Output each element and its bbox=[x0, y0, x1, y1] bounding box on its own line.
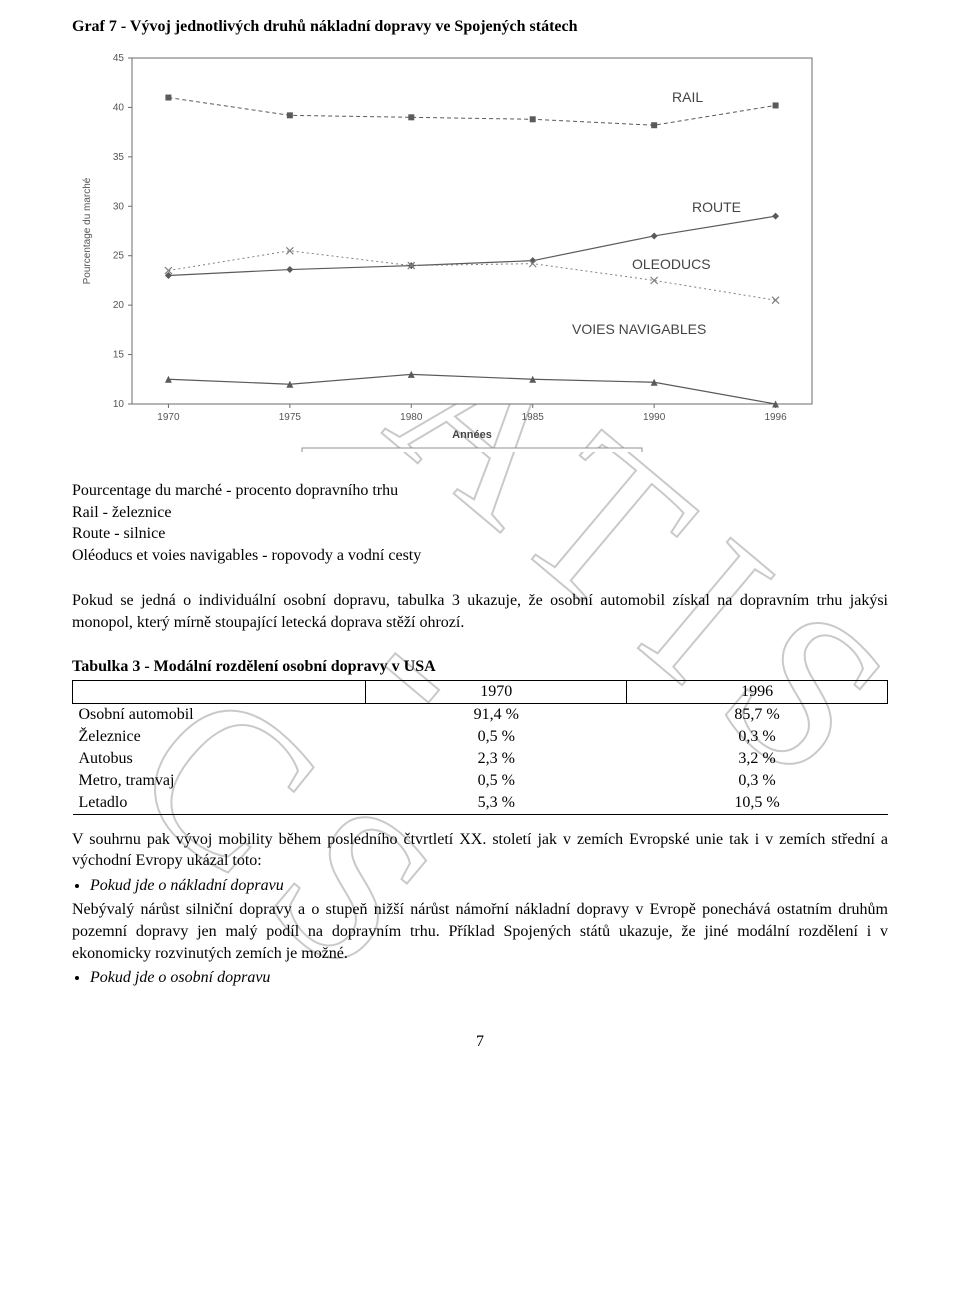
bullet-head: Pokud jde o osobní dopravu bbox=[90, 969, 270, 986]
glossary-line: Route - silnice bbox=[72, 523, 888, 545]
table-cell: 0,5 % bbox=[366, 770, 627, 792]
svg-text:VOIES NAVIGABLES: VOIES NAVIGABLES bbox=[572, 321, 706, 337]
table-header-empty bbox=[73, 680, 366, 703]
table-cell: 3,2 % bbox=[627, 748, 888, 770]
chart-glossary: Pourcentage du marché - procento dopravn… bbox=[72, 480, 888, 566]
glossary-line: Oléoducs et voies navigables - ropovody … bbox=[72, 545, 888, 567]
document-page: DATIS - CS Graf 7 - Vývoj jednotlivých d… bbox=[0, 0, 960, 1091]
table-row: Osobní automobil91,4 %85,7 % bbox=[73, 703, 888, 726]
table-row: Železnice0,5 %0,3 % bbox=[73, 726, 888, 748]
table-row-label: Autobus bbox=[73, 748, 366, 770]
svg-text:1975: 1975 bbox=[279, 412, 302, 423]
svg-text:10: 10 bbox=[113, 399, 125, 410]
table-row: Metro, tramvaj0,5 %0,3 % bbox=[73, 770, 888, 792]
table-cell: 2,3 % bbox=[366, 748, 627, 770]
page-number: 7 bbox=[72, 1033, 888, 1051]
svg-text:ROUTE: ROUTE bbox=[692, 199, 741, 215]
svg-text:35: 35 bbox=[113, 152, 125, 163]
svg-text:RAIL: RAIL bbox=[672, 89, 703, 105]
table-title: Tabulka 3 - Modální rozdělení osobní dop… bbox=[72, 658, 888, 676]
svg-text:15: 15 bbox=[113, 350, 125, 361]
table-header-year: 1970 bbox=[366, 680, 627, 703]
svg-text:1985: 1985 bbox=[522, 412, 545, 423]
glossary-line: Rail - železnice bbox=[72, 502, 888, 524]
svg-text:Années: Années bbox=[452, 429, 492, 441]
summary-block: V souhrnu pak vývoj mobility během posle… bbox=[72, 829, 888, 989]
svg-text:1996: 1996 bbox=[764, 412, 787, 423]
freight-chart: 10 15 20 25 30 35 40 45 Pourcentage du marché 197… bbox=[72, 44, 832, 452]
table-row-label: Letadlo bbox=[73, 792, 366, 815]
svg-text:30: 30 bbox=[113, 201, 125, 212]
table-cell: 0,5 % bbox=[366, 726, 627, 748]
summary-lead: V souhrnu pak vývoj mobility během posle… bbox=[72, 829, 888, 872]
bullet-body: Nebývalý nárůst silniční dopravy a o stu… bbox=[72, 899, 888, 964]
glossary-line: Pourcentage du marché - procento dopravn… bbox=[72, 480, 888, 502]
table-row-label: Železnice bbox=[73, 726, 366, 748]
svg-text:1990: 1990 bbox=[643, 412, 666, 423]
table-header-row: 1970 1996 bbox=[73, 680, 888, 703]
table-row-label: Osobní automobil bbox=[73, 703, 366, 726]
list-item: Pokud jde o osobní dopravu bbox=[90, 967, 888, 989]
table-cell: 0,3 % bbox=[627, 770, 888, 792]
table-cell: 10,5 % bbox=[627, 792, 888, 815]
svg-text:20: 20 bbox=[113, 300, 125, 311]
modal-split-table: 1970 1996 Osobní automobil91,4 %85,7 %Že… bbox=[72, 680, 888, 815]
table-row: Letadlo5,3 %10,5 % bbox=[73, 792, 888, 815]
summary-bullets: Pokud jde o nákladní dopravu bbox=[72, 875, 888, 897]
svg-text:1980: 1980 bbox=[400, 412, 423, 423]
table-row-label: Metro, tramvaj bbox=[73, 770, 366, 792]
table-cell: 85,7 % bbox=[627, 703, 888, 726]
summary-bullets: Pokud jde o osobní dopravu bbox=[72, 967, 888, 989]
table-row: Autobus2,3 %3,2 % bbox=[73, 748, 888, 770]
table-cell: 91,4 % bbox=[366, 703, 627, 726]
svg-text:45: 45 bbox=[113, 53, 125, 64]
svg-text:1970: 1970 bbox=[157, 412, 180, 423]
svg-text:40: 40 bbox=[113, 102, 125, 113]
chart-svg: 10 15 20 25 30 35 40 45 Pourcentage du marché 197… bbox=[72, 44, 832, 452]
list-item: Pokud jde o nákladní dopravu bbox=[90, 875, 888, 897]
svg-text:25: 25 bbox=[113, 251, 125, 262]
svg-text:Pourcentage du marché: Pourcentage du marché bbox=[82, 177, 93, 284]
body-paragraph: Pokud se jedná o individuální osobní dop… bbox=[72, 590, 888, 633]
table-header-year: 1996 bbox=[627, 680, 888, 703]
table-cell: 0,3 % bbox=[627, 726, 888, 748]
figure-title: Graf 7 - Vývoj jednotlivých druhů náklad… bbox=[72, 18, 888, 36]
table-cell: 5,3 % bbox=[366, 792, 627, 815]
bullet-head: Pokud jde o nákladní dopravu bbox=[90, 877, 284, 894]
svg-text:OLEODUCS: OLEODUCS bbox=[632, 256, 711, 272]
